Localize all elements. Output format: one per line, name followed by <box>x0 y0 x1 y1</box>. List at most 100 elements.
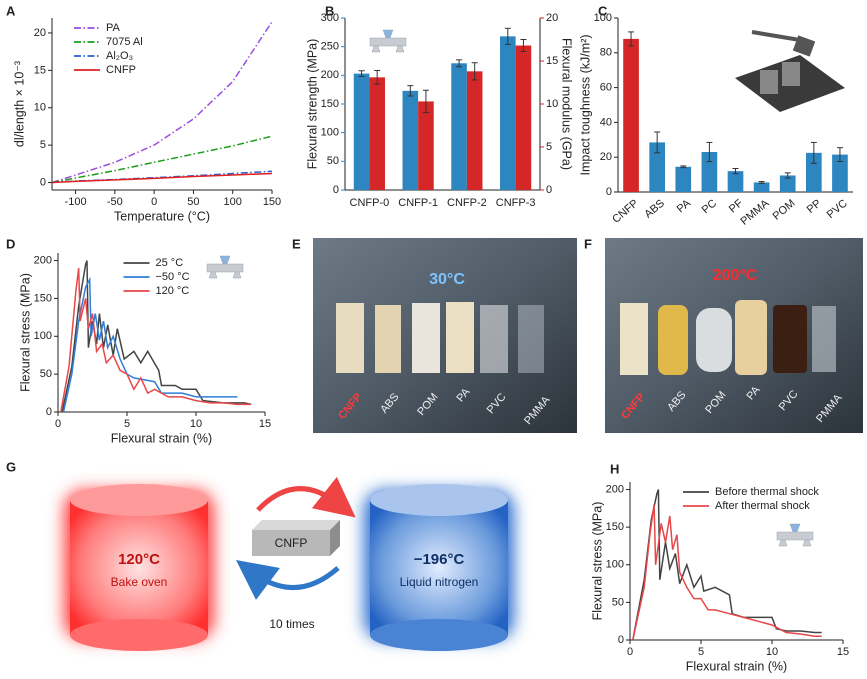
error-bar <box>836 147 843 163</box>
error-bar <box>422 89 429 114</box>
temperature: 200°C <box>713 267 758 284</box>
x-tick-label: CNFP-3 <box>496 197 536 209</box>
y-tick-label: 300 <box>321 12 339 24</box>
y-axis-label: Flexural stress (MPa) <box>18 273 32 392</box>
y-tick-label: 250 <box>321 41 339 53</box>
temperature: 30°C <box>429 271 465 288</box>
sample <box>412 303 440 373</box>
error-bar <box>732 168 739 175</box>
panel-label: E <box>292 236 301 251</box>
nitrogen-top <box>370 484 508 516</box>
bar <box>753 182 770 192</box>
sample <box>480 305 508 373</box>
x-tick-label: 10 <box>766 646 778 658</box>
y2-tick-label: 5 <box>546 141 552 153</box>
sample <box>735 300 767 375</box>
x-tick-label: -100 <box>65 196 87 208</box>
error-bar <box>504 27 511 45</box>
bar <box>649 142 665 192</box>
x-tick-label: 50 <box>187 196 199 208</box>
error-bar <box>520 39 527 53</box>
x-tick-label: ABS <box>642 197 667 220</box>
x-tick-label: 100 <box>224 196 242 208</box>
oven-body <box>70 500 208 635</box>
bar <box>451 63 467 190</box>
y-tick-label: 15 <box>34 64 46 76</box>
series-line <box>632 504 822 641</box>
x-tick-label: PP <box>805 197 824 216</box>
y-axis-label: Flexural stress (MPa) <box>590 502 604 621</box>
y-tick-label: 50 <box>327 155 339 167</box>
y-tick-label: 200 <box>34 254 52 266</box>
x-tick-label: CNFP-1 <box>398 197 438 209</box>
x-tick-label: CNFP-2 <box>447 197 487 209</box>
cold-label: Liquid nitrogen <box>400 575 479 589</box>
cold-temperature: −196°C <box>414 551 465 568</box>
x-tick-label: PMMA <box>738 197 772 228</box>
x-tick-label: POM <box>771 197 798 222</box>
error-bar <box>471 62 478 81</box>
legend-label: 7075 Al <box>106 36 143 48</box>
y2-tick-label: 10 <box>546 98 558 110</box>
error-bar <box>706 141 713 163</box>
arrow-to-cold <box>256 476 356 518</box>
diagram-g: G 120°C Bake oven −196°C Liquid nitrogen… <box>6 459 514 651</box>
legend-label: PA <box>106 22 121 34</box>
sample <box>518 305 544 373</box>
y-tick-label: 0 <box>333 184 339 196</box>
legend-label: Al₂O₃ <box>106 50 133 62</box>
series-line <box>62 276 238 413</box>
y2-tick-label: 0 <box>546 184 552 196</box>
sample <box>375 305 401 373</box>
error-bar <box>784 172 791 179</box>
legend-label: 120 °C <box>156 285 190 297</box>
x-tick-label: PF <box>727 197 746 215</box>
panel-label: F <box>584 236 592 251</box>
y-tick-label: 100 <box>321 127 339 139</box>
sample-front <box>252 530 330 556</box>
bar <box>353 73 370 190</box>
bar <box>779 175 796 192</box>
impact-tester-icon <box>735 30 845 112</box>
error-bar <box>407 85 414 97</box>
error-bar <box>758 181 765 184</box>
y-tick-label: 100 <box>34 330 52 342</box>
error-bar <box>810 141 817 164</box>
y-tick-label: 100 <box>594 12 612 24</box>
series-line <box>51 172 273 184</box>
bar <box>466 71 483 190</box>
oven-top <box>70 484 208 516</box>
nitrogen-body <box>370 500 508 635</box>
bar <box>500 36 516 191</box>
y-tick-label: 0 <box>46 406 52 418</box>
sample <box>773 305 807 373</box>
y2-axis-label: Flexural modulus (GPa) <box>560 38 574 170</box>
x-tick-label: 10 <box>190 418 202 430</box>
bar <box>623 38 639 192</box>
x-tick-label: 5 <box>698 646 704 658</box>
y2-tick-label: 15 <box>546 55 558 67</box>
bar <box>515 45 532 190</box>
legend-label: −50 °C <box>156 271 190 283</box>
error-bar <box>628 31 635 47</box>
panel-label: D <box>6 236 15 251</box>
legend-label: 25 °C <box>156 257 184 269</box>
error-bar <box>456 59 463 68</box>
legend-label: After thermal shock <box>715 500 810 512</box>
legend-label: Before thermal shock <box>715 486 819 498</box>
y-tick-label: 5 <box>40 139 46 151</box>
x-axis-label: Flexural strain (%) <box>686 659 787 673</box>
hot-temperature: 120°C <box>118 551 160 568</box>
bar <box>418 101 434 190</box>
panel-label: A <box>6 3 16 18</box>
panel-label: G <box>6 459 16 474</box>
chart-B: B 0 50 100 150 200 250 300 0 5 10 15 20 Flexural modu… <box>305 3 573 208</box>
chart-H: H 0 50 100 150 200 0 5 10 15 Flexural strain (%) Fl… <box>590 461 849 673</box>
x-tick-label: CNFP-0 <box>350 197 390 209</box>
sample-name: CNFP <box>275 536 308 550</box>
bar <box>832 154 848 192</box>
sample <box>620 303 648 375</box>
y-axis-label: dl/length × 10⁻³ <box>12 61 26 147</box>
